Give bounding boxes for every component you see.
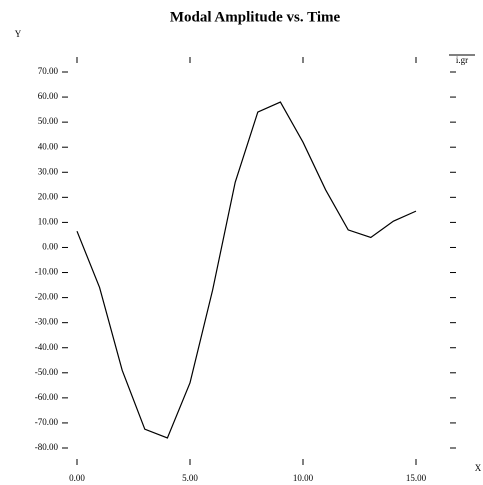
- y-tick-label: -10.00: [35, 267, 59, 277]
- y-tick-label: 20.00: [38, 191, 59, 201]
- y-tick-label: 60.00: [38, 91, 59, 101]
- x-tick-label: 10.00: [293, 473, 314, 483]
- y-axis-label: Y: [15, 29, 22, 39]
- y-tick-label: -50.00: [35, 367, 59, 377]
- y-tick-label: -80.00: [35, 442, 59, 452]
- x-axis-label: X: [475, 463, 482, 473]
- y-tick-label: 40.00: [38, 141, 59, 151]
- y-tick-label: 0.00: [42, 242, 58, 252]
- y-tick-label: -20.00: [35, 292, 59, 302]
- corner-label: i.gr: [456, 55, 468, 65]
- x-tick-label: 5.00: [182, 473, 198, 483]
- y-tick-label: 30.00: [38, 166, 59, 176]
- y-tick-label: -30.00: [35, 317, 59, 327]
- y-tick-label: -40.00: [35, 342, 59, 352]
- x-tick-label: 0.00: [69, 473, 85, 483]
- x-tick-label: 15.00: [406, 473, 427, 483]
- y-tick-label: -70.00: [35, 417, 59, 427]
- chart-title: Modal Amplitude vs. Time: [170, 9, 341, 25]
- y-tick-label: -60.00: [35, 392, 59, 402]
- series-line: [76, 101, 417, 439]
- y-tick-label: 50.00: [38, 116, 59, 126]
- y-tick-label: 10.00: [38, 216, 59, 226]
- y-tick-label: 70.00: [38, 66, 59, 76]
